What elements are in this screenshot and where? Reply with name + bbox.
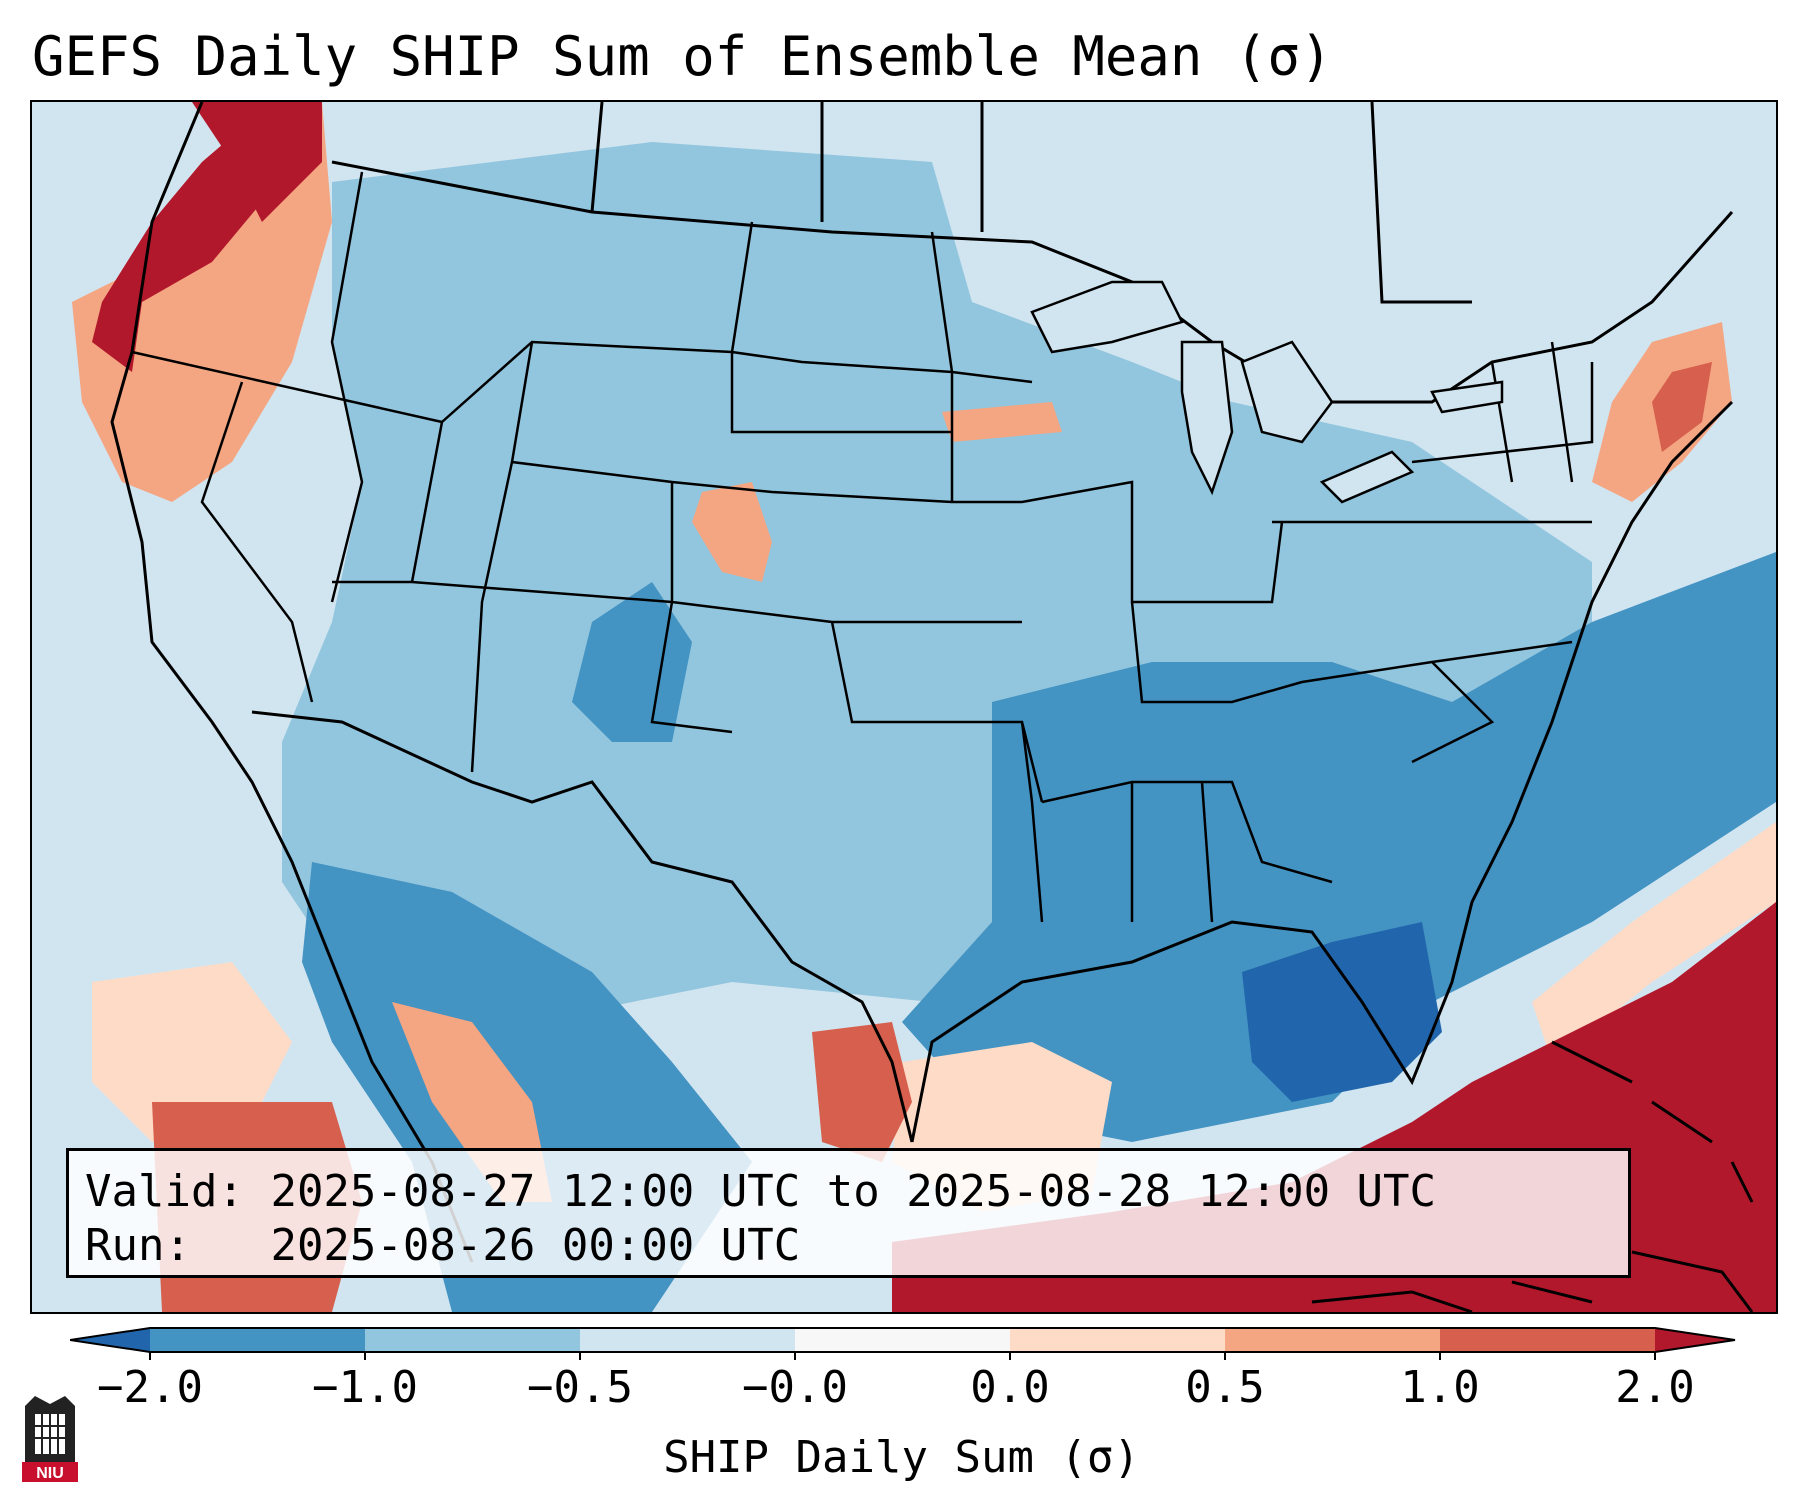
niu-logo-icon: NIU — [22, 1396, 78, 1482]
colorbar-tick-label: 2.0 — [1615, 1362, 1695, 1413]
field-positive-pacific — [92, 962, 292, 1142]
field-light-positive-atlantic — [1532, 822, 1776, 1062]
colorbar-title: SHIP Daily Sum (σ) — [663, 1432, 1140, 1483]
valid-label: Valid: — [85, 1166, 244, 1217]
colorbar-bin-1 — [150, 1328, 365, 1352]
map-panel — [30, 100, 1778, 1314]
colorbar-tick-label: −0.0 — [742, 1362, 848, 1413]
field-light-positive-iowa — [942, 402, 1062, 442]
chart-title: GEFS Daily SHIP Sum of Ensemble Mean (σ) — [32, 25, 1333, 88]
run-line: Run: 2025-08-26 00:00 UTC — [85, 1219, 1612, 1273]
field-strong-positive-wa — [192, 102, 322, 222]
caribbean-islands — [1311, 1040, 1754, 1312]
field-positive-colorado — [692, 482, 772, 582]
field-negative — [902, 552, 1776, 1142]
field-positive-texas — [812, 1022, 912, 1162]
colorbar-bin-3 — [580, 1328, 795, 1352]
colorbar-under-extension — [70, 1328, 150, 1352]
colorbar-bin-4 — [795, 1328, 1010, 1352]
valid-line: Valid: 2025-08-27 12:00 UTC to 2025-08-2… — [85, 1165, 1612, 1219]
field-strong-negative — [1242, 922, 1442, 1102]
colorbar-ticks — [149, 1352, 1656, 1360]
valid-value: 2025-08-27 12:00 UTC to 2025-08-28 12:00… — [270, 1166, 1437, 1217]
map-svg — [32, 102, 1776, 1312]
field-strong-positive-new-england — [1652, 362, 1712, 452]
valid-run-info-box: Valid: 2025-08-27 12:00 UTC to 2025-08-2… — [66, 1148, 1631, 1278]
colorbar-over-extension — [1655, 1328, 1735, 1352]
colorbar-bin-6 — [1225, 1328, 1440, 1352]
us-mexico-border — [251, 710, 914, 1143]
state-boundaries — [131, 171, 1594, 923]
great-lakes — [1030, 280, 1504, 504]
canada-province-lines — [590, 102, 1472, 304]
run-label: Run: — [85, 1220, 191, 1271]
colorbar-tick-label: −1.0 — [312, 1362, 418, 1413]
colorbar-tick-label: 1.0 — [1400, 1362, 1480, 1413]
field-negative-rockies — [572, 582, 692, 742]
gulf-atlantic-coast — [910, 400, 1734, 1143]
colorbar-bin-5 — [1010, 1328, 1225, 1352]
colorbar-tick-label: −0.5 — [527, 1362, 633, 1413]
colorbar-bin-2 — [365, 1328, 580, 1352]
logo-text: NIU — [36, 1465, 64, 1482]
run-value: 2025-08-26 00:00 UTC — [270, 1220, 801, 1271]
colorbar-bin-7 — [1440, 1328, 1655, 1352]
colorbar-tick-label: 0.0 — [970, 1362, 1050, 1413]
colorbar-tick-label: 0.5 — [1185, 1362, 1265, 1413]
colorbar — [70, 1327, 1736, 1360]
colorbar-tick-label: −2.0 — [97, 1362, 203, 1413]
